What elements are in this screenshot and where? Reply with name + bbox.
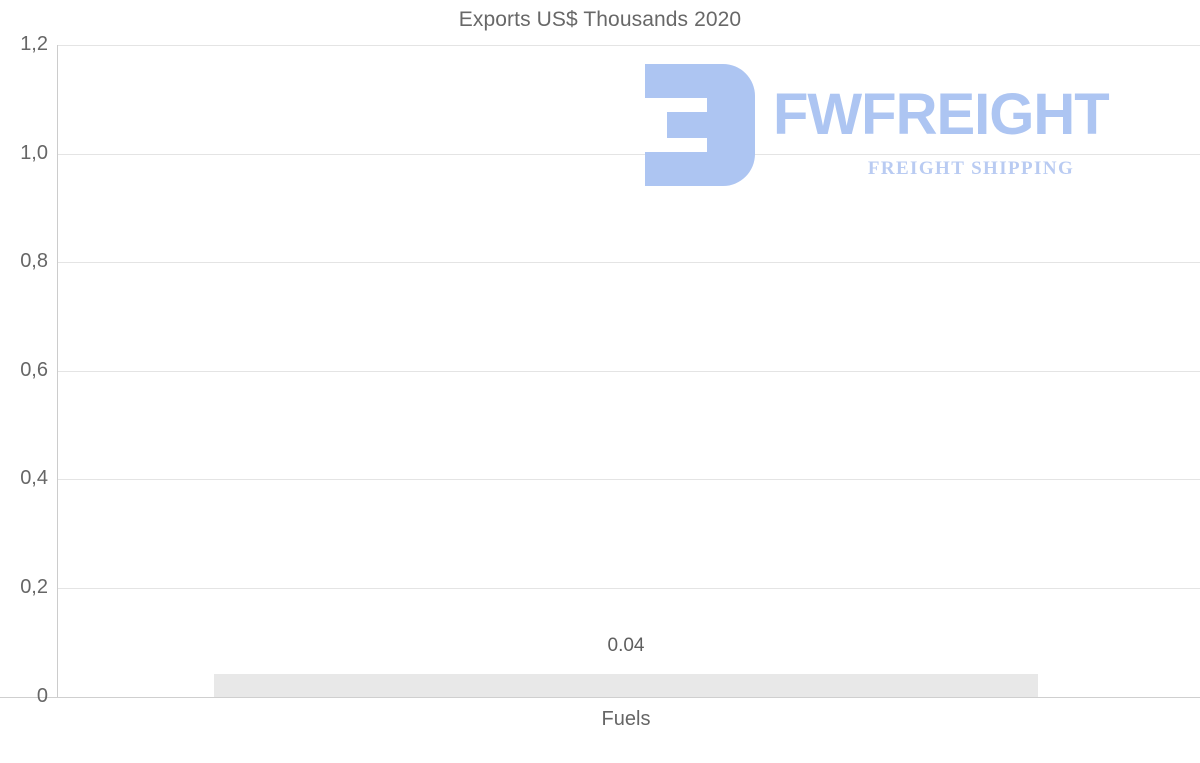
gridline-0-6: [58, 371, 1200, 372]
gridline-1-0: [58, 154, 1200, 155]
gridline-0-2: [58, 588, 1200, 589]
x-tick-label-fuels: Fuels: [601, 708, 651, 730]
chart-title: Exports US$ Thousands 2020: [458, 8, 742, 31]
y-axis-line: [57, 45, 58, 697]
gridline-1-2: [58, 45, 1200, 46]
plot-area: [58, 45, 1200, 697]
y-tick-label-1-2: 1,2: [20, 33, 48, 55]
bar-fuels[interactable]: [214, 674, 1038, 697]
y-tick-label-0-2: 0,2: [20, 576, 48, 598]
y-tick-label-0: 0: [36, 685, 48, 707]
gridline-0-8: [58, 262, 1200, 263]
x-axis-baseline: [0, 697, 1200, 698]
bar-value-label-fuels: 0.04: [607, 635, 645, 656]
y-tick-label-0-4: 0,4: [20, 467, 48, 489]
y-tick-label-1-0: 1,0: [20, 142, 48, 164]
gridline-0-4: [58, 479, 1200, 480]
y-tick-label-0-8: 0,8: [20, 250, 48, 272]
y-tick-label-0-6: 0,6: [20, 359, 48, 381]
